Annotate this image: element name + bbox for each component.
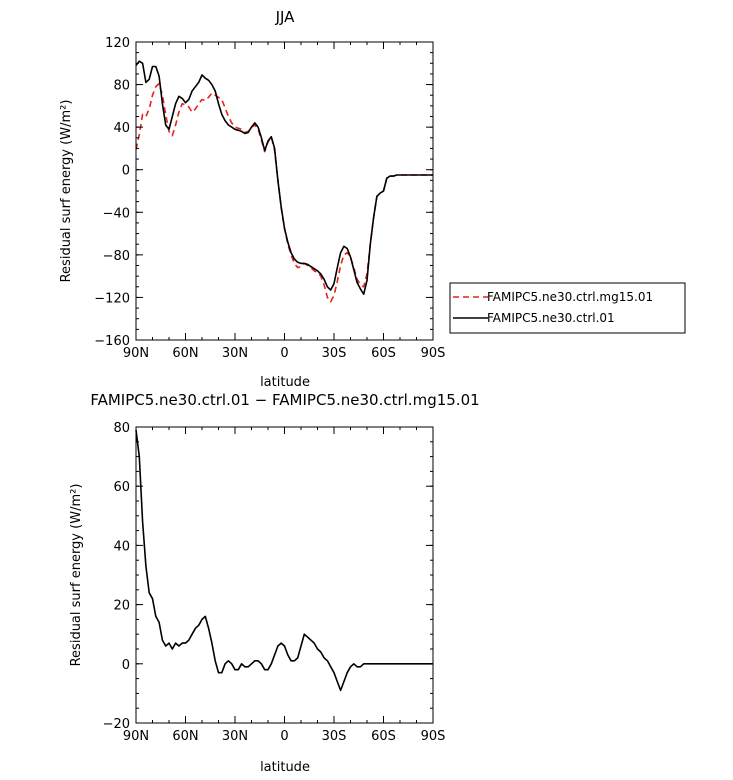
top-panel: JJA 90N 60N 30N 0 30S 60S 90S 120 80 40 0 −40 −80 −12…: [59, 8, 445, 390]
top-y-tick-label: −80: [103, 249, 130, 264]
bottom-y-tick-label: 0: [122, 658, 130, 673]
top-panel-title: JJA: [275, 8, 296, 26]
top-x-tick-label: 60N: [172, 346, 198, 361]
bottom-x-tick-label: 60S: [371, 729, 396, 744]
legend-label-ctrl: FAMIPC5.ne30.ctrl.01: [487, 311, 615, 325]
bottom-y-tick-label: 80: [113, 421, 130, 436]
top-y-tick-label: −160: [94, 334, 130, 349]
top-y-tick-label: 80: [113, 79, 130, 94]
top-y-tick-label: 40: [113, 121, 130, 136]
legend-label-mg15: FAMIPC5.ne30.ctrl.mg15.01: [487, 290, 653, 304]
top-x-tick-label: 30N: [222, 346, 248, 361]
bottom-panel: FAMIPC5.ne30.ctrl.01 − FAMIPC5.ne30.ctrl…: [69, 391, 480, 775]
top-x-tick-label: 90N: [123, 346, 149, 361]
legend: FAMIPC5.ne30.ctrl.mg15.01 FAMIPC5.ne30.c…: [449, 282, 686, 334]
bottom-y-tick-label: 20: [113, 599, 130, 614]
bottom-x-tick-label: 0: [280, 729, 288, 744]
bottom-y-axis-label: Residual surf energy (W/m²): [69, 484, 84, 667]
top-y-tick-label: −40: [103, 206, 130, 221]
top-x-tick-label: 0: [280, 346, 288, 361]
bottom-x-tick-label: 90S: [421, 729, 446, 744]
bottom-x-tick-label: 30N: [222, 729, 248, 744]
top-y-tick-label: 120: [105, 36, 130, 51]
bottom-plot-frame: [135, 426, 434, 724]
top-plot-area: 90N 60N 30N 0 30S 60S 90S 120 80 40 0 −40 −80 −120 −16…: [94, 36, 445, 361]
top-y-tick-label: 0: [122, 164, 130, 179]
top-series-line-1: [135, 60, 433, 295]
bottom-y-tick-label: 40: [113, 539, 130, 554]
top-x-tick-label: 90S: [421, 346, 446, 361]
top-y-tick-label: −120: [94, 291, 130, 306]
bottom-y-tick-label: 60: [113, 480, 130, 495]
top-x-tick-label: 30S: [322, 346, 347, 361]
top-y-axis-label: Residual surf energy (W/m²): [59, 100, 74, 283]
top-series-line-0: [135, 82, 433, 303]
bottom-x-axis-label: latitude: [260, 760, 310, 775]
legend-box: [449, 282, 686, 334]
bottom-x-tick-label: 90N: [123, 729, 149, 744]
bottom-x-tick-label: 60N: [172, 729, 198, 744]
top-x-tick-label: 60S: [371, 346, 396, 361]
top-x-axis-label: latitude: [260, 375, 310, 390]
bottom-plot-area: 90N 60N 30N 0 30S 60S 90S 80 60 40 20 0 −20: [103, 421, 446, 744]
top-plot-frame: [135, 41, 434, 341]
bottom-x-tick-label: 30S: [322, 729, 347, 744]
bottom-series-line-0: [135, 429, 433, 692]
bottom-panel-title: FAMIPC5.ne30.ctrl.01 − FAMIPC5.ne30.ctrl…: [90, 391, 479, 409]
bottom-y-tick-label: −20: [103, 717, 130, 732]
